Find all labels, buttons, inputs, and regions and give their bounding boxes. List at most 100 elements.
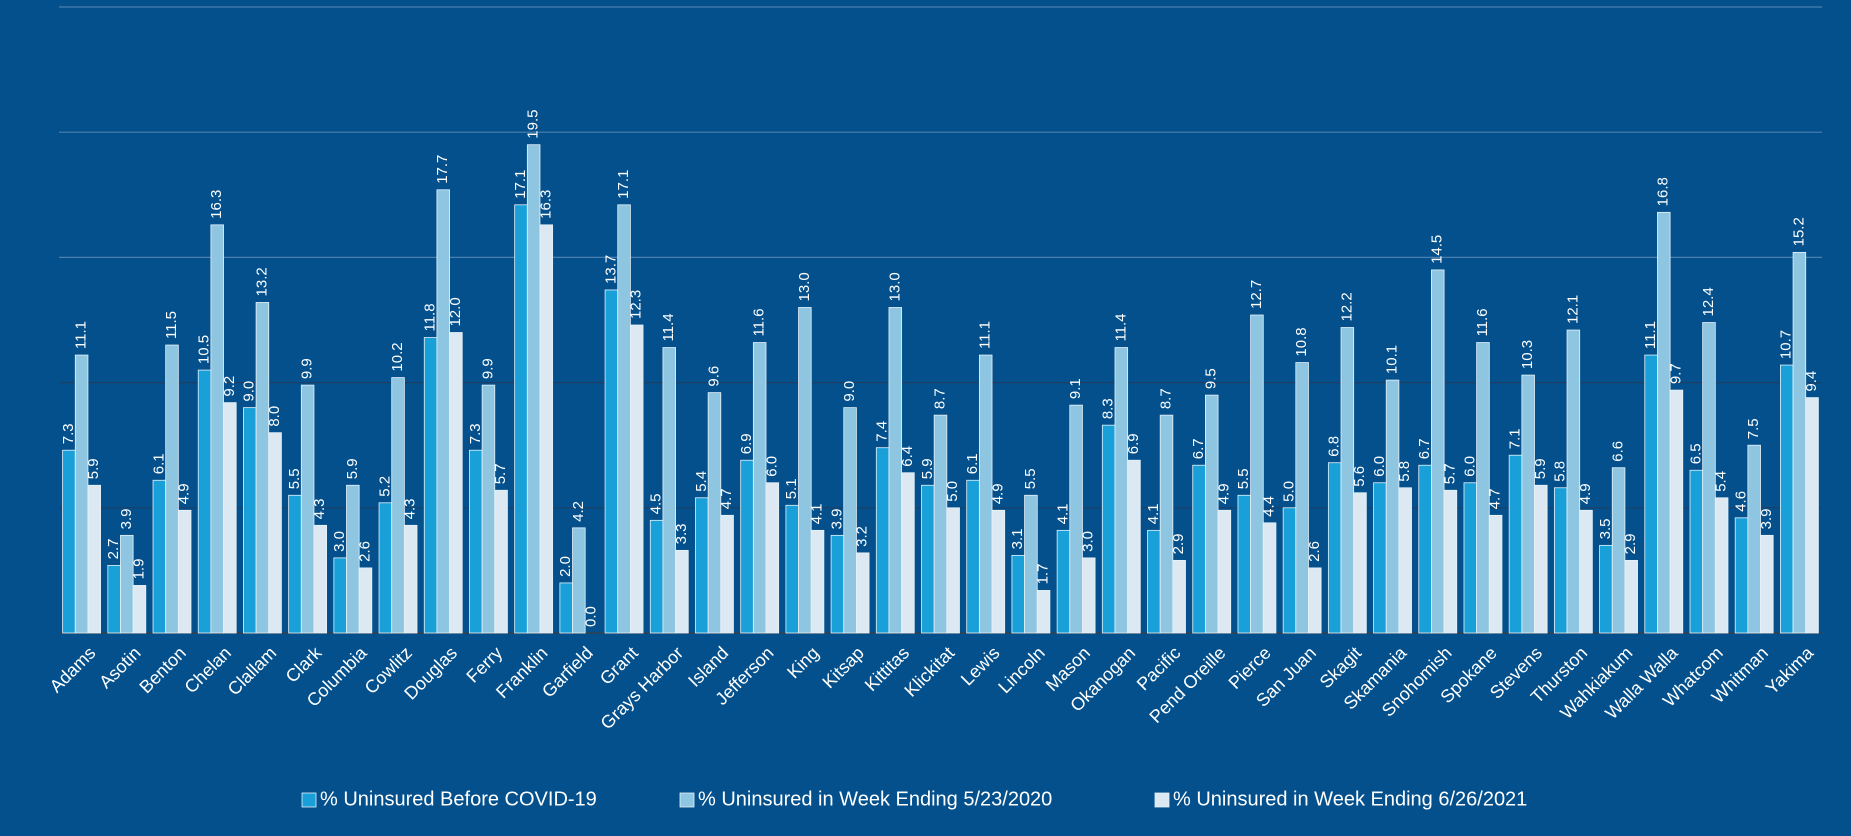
bar [991,509,1006,634]
value-label: 4.1 [1145,503,1162,524]
x-tick-label: Benton [135,643,189,697]
x-tick-label: Klickitat [900,643,958,701]
bar [223,402,237,634]
value-label: 4.4 [1261,496,1278,517]
bar [1172,559,1186,634]
value-label: 8.7 [931,388,948,409]
value-label: 9.2 [221,376,238,397]
bar [288,494,302,634]
bar [933,414,948,634]
bar [313,524,328,634]
bar [1488,514,1503,634]
bar [695,497,709,634]
value-label: 13.7 [602,255,619,284]
bar [1780,364,1794,634]
value-label: 1.7 [1035,564,1052,585]
bar [1553,487,1568,634]
value-label: 10.8 [1293,327,1310,356]
value-label: 4.7 [718,488,735,509]
bar [978,354,993,634]
value-label: 1.9 [130,559,147,580]
value-label: 10.3 [1519,340,1536,369]
value-label: 12.7 [1248,280,1265,309]
value-label: 11.6 [751,308,768,336]
value-label: 16.3 [208,190,225,219]
bar [720,514,734,634]
value-label: 7.3 [467,423,484,444]
bar [617,204,631,634]
value-label: 6.8 [1326,436,1343,457]
value-label: 4.9 [176,483,193,504]
value-label: 6.1 [964,453,981,474]
value-label: 4.9 [1215,483,1232,504]
x-tick-label: Adams [46,643,100,697]
value-label: 3.1 [1009,529,1026,550]
bar [1082,557,1096,634]
bar [1689,469,1704,634]
value-label: 5.9 [85,458,102,479]
bar [346,484,360,634]
bar [1805,397,1819,634]
legend-swatch [1154,792,1170,808]
value-label: 11.4 [660,313,677,341]
bar [966,479,980,634]
bar [1476,342,1490,634]
value-label: 9.7 [1667,363,1684,384]
value-label: 5.9 [344,458,361,479]
value-label: 8.7 [1157,388,1174,409]
bar [333,557,347,634]
bar [1262,522,1277,634]
value-label: 11.1 [977,321,994,349]
value-label: 3.9 [828,508,845,529]
bar [1657,211,1671,634]
legend-label: % Uninsured Before COVID-19 [320,788,597,810]
value-label: 5.9 [919,458,936,479]
bar [1611,467,1626,634]
bar [1011,554,1025,634]
value-label: 4.9 [1577,483,1594,504]
value-label: 6.6 [1610,441,1627,462]
bar [901,472,915,634]
value-label: 2.9 [1622,534,1639,555]
bar [946,507,960,634]
value-label: 16.3 [537,190,554,219]
bar [1353,492,1367,634]
bar [1056,529,1071,634]
bar [810,529,825,634]
bar [1443,489,1458,634]
bar [752,342,767,634]
bar [120,534,134,634]
legend-label: % Uninsured in Week Ending 6/26/2021 [1173,788,1527,810]
bar [197,369,212,634]
bar [1295,362,1309,634]
bar [649,519,664,634]
bar [740,459,754,634]
bar [1340,327,1355,634]
value-label: 7.5 [1745,418,1762,439]
bar [1599,544,1613,634]
value-label: 11.1 [1642,321,1659,349]
value-label: 12.4 [1700,287,1717,316]
value-label: 14.5 [1429,235,1446,264]
value-label: 3.9 [1758,508,1775,529]
value-label: 5.8 [1552,461,1569,482]
bar [255,302,270,634]
value-label: 9.6 [705,366,722,387]
bar [449,332,463,634]
bar [629,324,644,634]
value-label: 2.6 [356,541,373,562]
bar [921,484,935,634]
value-label: 5.9 [1532,458,1549,479]
value-label: 6.0 [763,456,780,477]
bar [132,585,147,634]
value-label: 9.0 [241,381,258,402]
value-label: 4.1 [1054,503,1071,524]
value-label: 13.2 [253,267,270,296]
value-label: 4.3 [402,498,419,519]
bar [559,582,573,634]
bar [888,307,903,634]
bar [1624,559,1638,634]
value-label: 12.3 [628,290,645,319]
bar [494,489,508,634]
bar [87,484,101,634]
